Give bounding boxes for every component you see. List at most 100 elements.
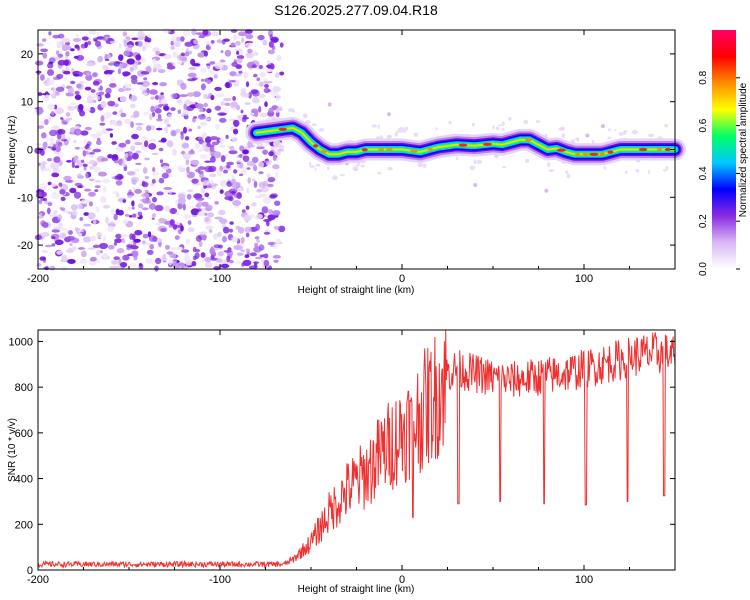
noise-blob — [75, 227, 79, 232]
noise-blob — [279, 42, 284, 48]
noise-blob — [54, 239, 64, 246]
noise-blob — [195, 235, 202, 242]
noise-blob — [94, 180, 102, 183]
noise-blob — [607, 136, 612, 139]
noise-blob — [241, 167, 247, 173]
noise-blob — [82, 150, 87, 157]
noise-blob — [105, 73, 111, 77]
noise-blob — [315, 163, 321, 167]
noise-blob — [79, 258, 88, 265]
noise-blob — [268, 209, 274, 214]
noise-blob — [253, 180, 258, 188]
noise-blob — [236, 104, 240, 111]
noise-blob — [130, 176, 140, 183]
y-tick-label: 400 — [15, 474, 33, 486]
noise-blob — [95, 130, 102, 138]
noise-blob — [41, 161, 47, 165]
noise-blob — [47, 115, 52, 122]
noise-blob — [109, 83, 117, 88]
noise-blob — [255, 256, 263, 260]
noise-blob — [55, 146, 61, 153]
noise-blob — [236, 260, 241, 265]
noise-blob — [242, 155, 250, 162]
noise-blob — [42, 38, 47, 42]
noise-blob — [177, 202, 183, 210]
noise-blob — [558, 127, 564, 131]
noise-blob — [51, 229, 60, 233]
noise-blob — [206, 108, 212, 114]
noise-blob — [193, 116, 198, 119]
noise-blob — [152, 196, 157, 203]
noise-blob — [256, 188, 263, 193]
noise-blob — [40, 232, 50, 237]
noise-blob — [123, 39, 127, 47]
noise-blob — [80, 130, 89, 136]
noise-blob — [71, 162, 75, 168]
chart-title: S126.2025.277.09.04.R18 — [274, 2, 438, 18]
noise-blob — [214, 62, 224, 70]
noise-blob — [112, 190, 119, 195]
noise-blob — [114, 123, 123, 127]
noise-blob — [379, 135, 384, 139]
noise-blob — [204, 117, 211, 121]
noise-blob — [92, 80, 100, 86]
ridge-peak — [664, 147, 671, 152]
noise-blob — [142, 167, 148, 174]
noise-blob — [67, 87, 75, 94]
noise-blob — [302, 113, 308, 119]
noise-blob — [100, 115, 105, 122]
noise-blob — [264, 84, 269, 88]
noise-blob — [152, 58, 157, 65]
noise-blob — [233, 73, 243, 77]
noise-blob — [131, 250, 139, 258]
noise-blob — [120, 112, 127, 118]
noise-blob — [85, 172, 89, 179]
noise-blob — [230, 107, 237, 110]
noise-blob — [122, 31, 128, 37]
noise-blob — [238, 70, 243, 74]
x-tick-label: -200 — [27, 273, 49, 285]
noise-blob — [77, 175, 84, 179]
noise-blob — [257, 34, 265, 41]
noise-blob — [69, 102, 77, 106]
noise-blob — [73, 55, 79, 59]
noise-blob — [146, 125, 152, 132]
noise-blob — [254, 242, 259, 248]
noise-blob — [245, 248, 250, 252]
noise-blob — [92, 219, 97, 225]
noise-blob — [217, 231, 222, 238]
noise-blob — [103, 111, 112, 119]
noise-blob — [139, 57, 146, 64]
noise-blob — [278, 144, 285, 150]
noise-blob — [471, 122, 475, 127]
noise-blob — [242, 259, 252, 267]
noise-blob — [192, 117, 196, 123]
noise-blob — [98, 91, 105, 95]
noise-blob — [163, 54, 172, 60]
noise-blob — [213, 151, 222, 159]
noise-blob — [117, 68, 121, 75]
noise-blob — [155, 258, 162, 265]
colorbar-tick-label: 0.0 — [698, 262, 709, 276]
ridge-peak — [525, 138, 532, 142]
x-tick-label: 100 — [575, 273, 593, 285]
noise-blob — [185, 263, 190, 266]
noise-blob — [67, 259, 76, 264]
noise-blob — [83, 107, 91, 112]
noise-blob — [199, 173, 205, 179]
noise-blob — [404, 126, 409, 131]
noise-blob — [272, 254, 281, 259]
noise-blob — [215, 124, 220, 130]
noise-blob — [89, 235, 97, 242]
noise-blob — [270, 146, 275, 151]
noise-blob — [122, 71, 131, 76]
noise-blob — [44, 119, 49, 125]
noise-blob — [269, 34, 273, 41]
noise-blob — [152, 236, 158, 242]
noise-blob — [231, 137, 238, 142]
noise-blob — [89, 133, 97, 138]
noise-blob — [275, 238, 281, 244]
noise-blob — [360, 164, 365, 168]
noise-blob — [49, 142, 54, 148]
noise-blob — [177, 109, 181, 114]
